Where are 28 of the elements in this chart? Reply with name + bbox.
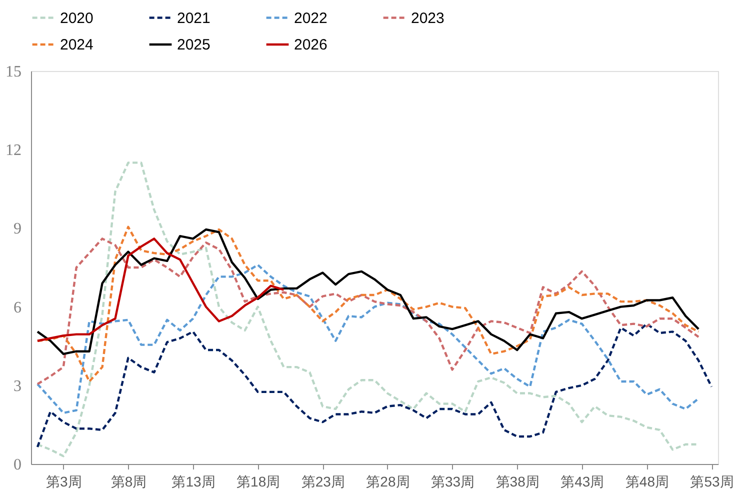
- y-tick-label: 9: [14, 220, 22, 238]
- line-series: [36, 322, 713, 448]
- line-series: [36, 264, 700, 414]
- y-tick-label: 6: [14, 299, 22, 316]
- legend-label: 2021: [177, 10, 210, 27]
- y-tick-label: 15: [6, 64, 22, 80]
- x-tick-label: 第38周: [496, 474, 540, 490]
- legend-label: 2020: [60, 10, 94, 27]
- line-series: [36, 228, 700, 356]
- x-tick-label: 第33周: [430, 474, 475, 490]
- x-tick-label: 第8周: [110, 474, 147, 490]
- x-tick-label: 第13周: [172, 474, 216, 490]
- x-tick-label: 第53周: [690, 474, 734, 490]
- legend-label: 2026: [294, 36, 328, 54]
- x-tick-label: 第23周: [301, 474, 345, 490]
- legend-label: 2024: [60, 36, 94, 54]
- x-tick-label: 第28周: [366, 474, 410, 490]
- x-tick-label: 第43周: [560, 474, 604, 490]
- legend-label: 2022: [294, 10, 328, 27]
- legend-label: 2023: [411, 10, 444, 27]
- x-tick-label: 第48周: [625, 474, 669, 490]
- line-series: [36, 238, 285, 342]
- x-tick-label: 第3周: [46, 474, 82, 490]
- y-tick-label: 0: [14, 456, 22, 474]
- legend-label: 2025: [177, 36, 210, 54]
- y-tick-label: 3: [14, 378, 22, 395]
- x-tick-label: 第18周: [236, 474, 280, 490]
- y-tick-label: 12: [6, 142, 22, 160]
